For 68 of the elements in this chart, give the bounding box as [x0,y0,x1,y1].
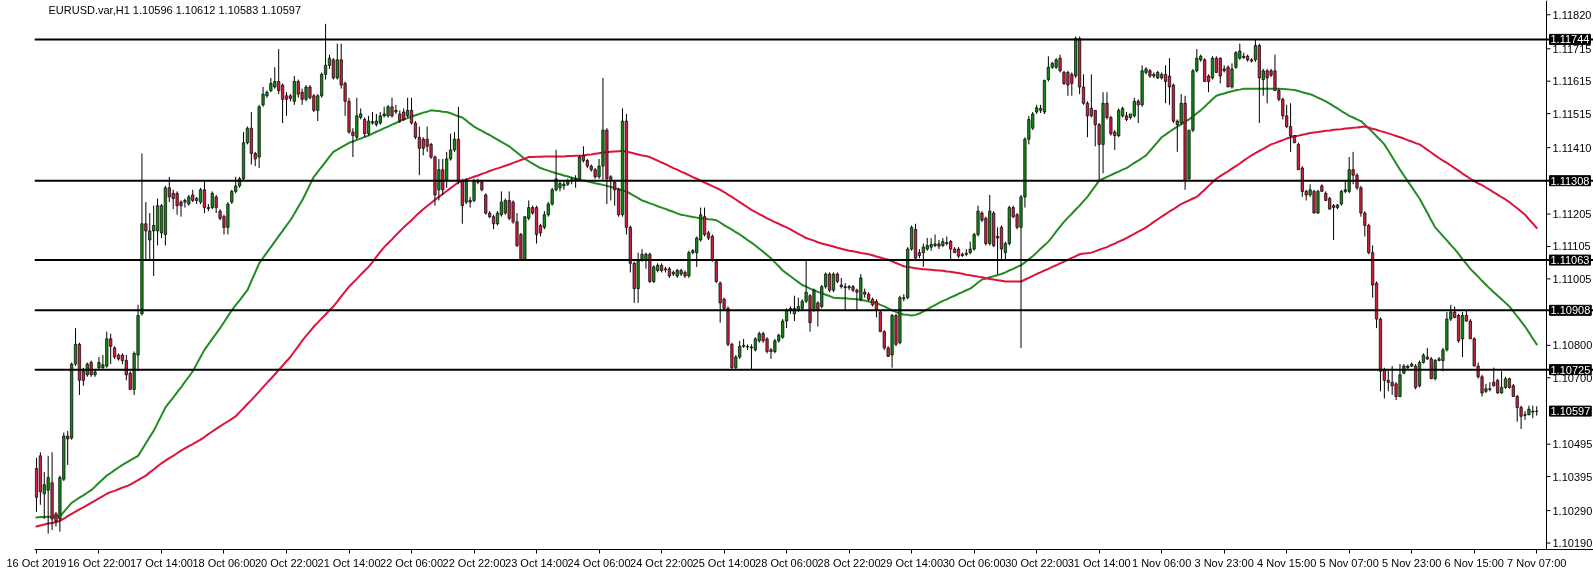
x-tick-label: 22 Oct 22:00 [442,556,506,569]
ref-line-label: 1.10908 [1550,304,1591,317]
x-tick-label: 28 Oct 22:00 [817,556,881,569]
y-tick-label: 1.10190 [1552,537,1593,550]
candlestick [292,75,296,106]
candlestick [46,455,50,535]
candlestick [1046,55,1050,83]
x-tick-label: 17 Oct 14:00 [129,556,193,569]
candlestick [1066,70,1070,97]
candlestick [331,57,335,81]
candlestick [366,115,371,137]
chart-title: EURUSD.var,H1 1.10596 1.10612 1.10583 1.10597 [48,3,302,16]
y-tick-label: 1.11515 [1552,107,1592,120]
x-tick-label: 28 Oct 06:00 [755,556,819,569]
x-tick-label: 21 Oct 14:00 [317,556,381,569]
x-tick-label: 16 Oct 2019 [6,556,67,569]
y-tick-label: 1.11105 [1552,240,1591,253]
x-tick-label: 6 Nov 15:00 [1444,556,1504,569]
candlestick [1316,189,1320,215]
y-tick-label: 1.10495 [1552,438,1593,451]
candlestick [281,82,285,124]
y-tick-label: 1.11615 [1552,75,1592,88]
x-tick-label: 1 Nov 06:00 [1132,556,1192,569]
x-tick-label: 3 Nov 23:00 [1194,556,1254,569]
candlestick [1093,109,1097,147]
candlestick [1265,68,1269,104]
x-tick-label: 30 Oct 06:00 [942,556,1006,569]
x-tick-label: 24 Oct 22:00 [630,556,694,569]
x-tick-label: 29 Oct 14:00 [880,556,944,569]
y-tick-label: 1.10800 [1552,339,1593,352]
x-tick-label: 7 Nov 07:00 [1507,556,1567,569]
x-tick-label: 5 Nov 07:00 [1319,556,1379,569]
text: 1.10597 [1550,405,1591,418]
candlestick [828,271,832,293]
x-tick-label: 22 Oct 06:00 [380,556,444,569]
candlestick [484,192,488,216]
candlestick [702,207,707,237]
x-tick-label: 5 Nov 23:00 [1382,556,1442,569]
y-tick-label: 1.10290 [1552,504,1593,517]
y-tick-label: 1.11205 [1552,208,1592,221]
candlestick [109,333,113,365]
ref-line-label: 1.11744 [1550,33,1590,46]
x-tick-label: 18 Oct 06:00 [192,556,256,569]
candlestick [1164,64,1168,104]
candlestick [507,190,511,221]
candlestick [1226,64,1230,88]
x-tick-label: 20 Oct 22:00 [255,556,319,569]
y-tick-label: 1.10395 [1552,470,1593,483]
y-tick-label: 1.11820 [1552,8,1592,21]
candlestick [175,190,179,216]
ref-line-label: 1.11063 [1550,254,1590,267]
candlestick [273,66,277,90]
y-tick-label: 1.11410 [1552,141,1592,154]
candlestick [933,233,937,248]
candlestick [363,116,367,138]
candlestick [847,284,851,291]
x-tick-label: 24 Oct 06:00 [567,556,631,569]
candlestick [1523,410,1527,421]
x-tick-label: 31 Oct 14:00 [1067,556,1131,569]
x-tick-label: 4 Nov 15:00 [1257,556,1317,569]
candlestick [1218,57,1222,84]
x-tick-label: 23 Oct 14:00 [505,556,569,569]
y-tick-label: 1.11005 [1552,272,1592,285]
x-tick-label: 25 Oct 14:00 [692,556,756,569]
x-tick-label: 30 Oct 22:00 [1005,556,1069,569]
x-tick-label: 16 Oct 22:00 [67,556,131,569]
candlestick [421,136,425,156]
ref-line-label: 1.11308 [1550,174,1590,187]
